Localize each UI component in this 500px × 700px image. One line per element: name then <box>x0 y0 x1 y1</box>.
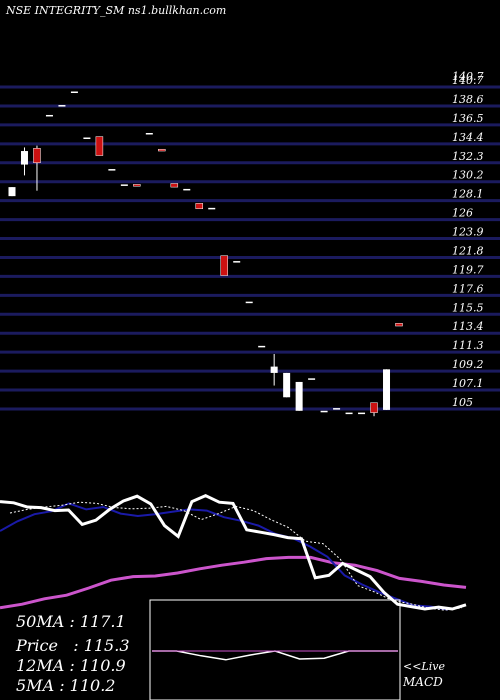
legend-12ma: 12MA : 110.9 <box>16 656 126 675</box>
candle-bear <box>133 184 141 187</box>
candle-bull <box>108 169 116 171</box>
candle-bear <box>33 148 41 164</box>
moving-average-lines <box>0 493 467 611</box>
candle-bull <box>383 369 391 410</box>
candle-bull <box>245 301 253 304</box>
chart-title: NSE INTEGRITY_SM <box>6 4 125 17</box>
y-tick-label: 121.8 <box>452 244 484 257</box>
candle-bear <box>170 183 179 188</box>
chart-header: NSE INTEGRITY_SM ns1.bullkhan.com <box>6 4 226 17</box>
y-tick-label: 119.7 <box>452 263 484 276</box>
y-tick-label: 136.5 <box>452 112 484 125</box>
y-tick-label: 140.7 <box>452 70 484 83</box>
candle-bull <box>283 372 291 398</box>
price-gridlines <box>0 85 500 411</box>
macd-panel <box>149 599 401 700</box>
price-candles <box>8 91 403 417</box>
y-tick-label: 107.1 <box>452 377 484 390</box>
y-tick-label: 109.2 <box>452 358 484 371</box>
chart-source: ns1.bullkhan.com <box>127 4 227 17</box>
legend-5ma: 5MA : 110.2 <box>16 676 116 695</box>
candle-bear <box>220 255 228 276</box>
y-tick-label: 111.3 <box>452 339 484 352</box>
candle-bull <box>145 133 153 135</box>
candle-bull <box>233 261 241 263</box>
candle-bull <box>258 345 266 348</box>
candle-bull <box>8 187 16 197</box>
y-tick-label: 140.7 <box>452 74 484 87</box>
y-tick-label: 115.5 <box>452 301 484 314</box>
y-tick-label: 117.6 <box>452 282 484 295</box>
y-tick-label: 128.1 <box>452 188 484 201</box>
candle-bull <box>333 408 341 410</box>
candle-bull <box>308 378 316 380</box>
candle-bull <box>58 105 66 107</box>
candle-bull <box>45 114 53 117</box>
live-label: <<Live <box>403 660 445 673</box>
candle-bear <box>158 148 166 152</box>
y-tick-label: 132.3 <box>452 150 484 163</box>
candle-bull <box>295 381 303 411</box>
candle-bull <box>358 412 366 415</box>
price-line <box>0 493 467 611</box>
candle-bull <box>120 184 128 186</box>
macd-label: MACD <box>403 675 443 689</box>
legend-50ma: 50MA : 117.1 <box>16 612 126 631</box>
y-tick-label: 130.2 <box>452 169 484 182</box>
y-tick-label: 105 <box>452 396 473 409</box>
candle-bull <box>345 412 353 415</box>
candle-bear <box>195 203 204 210</box>
candle-bear <box>370 402 378 413</box>
candle-bull <box>83 137 91 140</box>
y-tick-label: 126 <box>452 207 473 220</box>
macd-lines <box>152 650 398 661</box>
candle-bull <box>70 91 78 94</box>
candle-bull <box>320 410 328 413</box>
legend-price: Price : 115.3 <box>16 636 130 655</box>
y-tick-label: 113.4 <box>452 320 484 333</box>
y-tick-label: 134.4 <box>452 131 484 144</box>
y-tick-label: 123.9 <box>452 226 484 239</box>
candle-bull <box>20 151 28 165</box>
candle-bull <box>183 188 191 191</box>
ma-magenta-line <box>0 555 467 610</box>
ma-blue-line <box>0 502 449 611</box>
candle-bull <box>270 366 278 373</box>
candle-bear <box>395 323 403 327</box>
y-tick-label: 138.6 <box>452 93 484 106</box>
candle-bull <box>208 207 216 210</box>
candle-bear <box>95 136 104 156</box>
